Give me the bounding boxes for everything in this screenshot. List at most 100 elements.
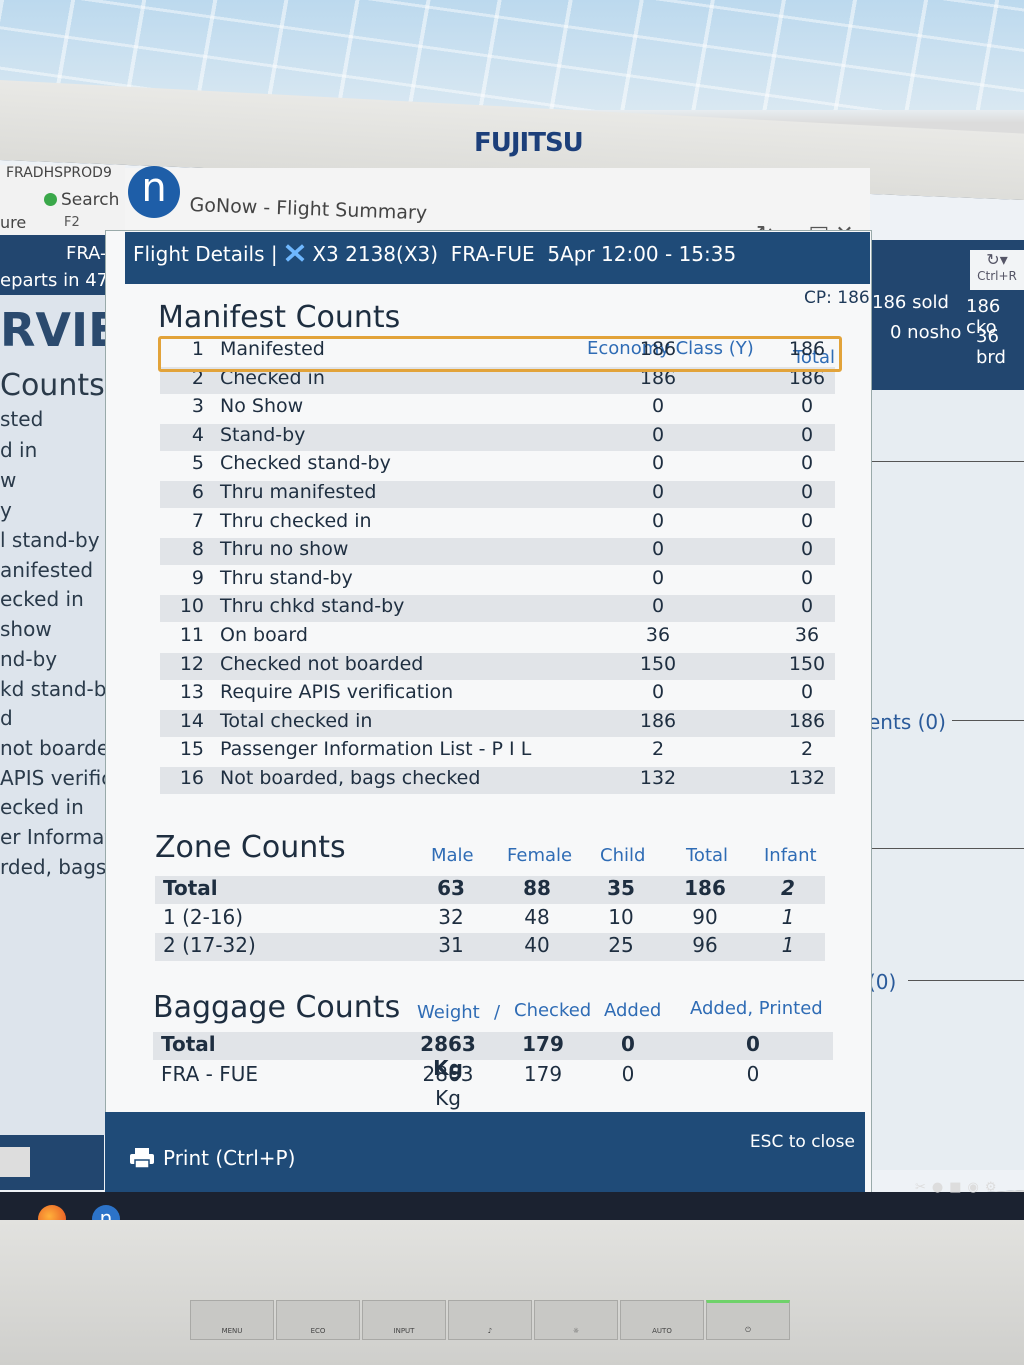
- background-sidebar-list: RVIE Counts sted d in w y l stand-by ani…: [0, 295, 120, 1135]
- row-label: Thru stand-by: [220, 566, 353, 589]
- total-value: 0: [800, 395, 814, 418]
- sidebar-big-title: RVIE: [0, 303, 120, 357]
- printer-icon: [130, 1148, 154, 1169]
- divider: [952, 720, 1024, 721]
- dialog-footer: Print (Ctrl+P) ESC to close: [105, 1112, 865, 1192]
- row-label: Checked stand-by: [220, 452, 391, 475]
- col-economy: Economy Class (Y): [587, 338, 754, 359]
- eco-button[interactable]: ECO: [276, 1300, 360, 1340]
- sidebar-item: not boarde: [0, 736, 110, 760]
- divider: [868, 848, 1024, 849]
- manifest-row: 11 On board 36 36: [160, 624, 835, 651]
- col-male: Male: [431, 845, 474, 866]
- economy-value: 0: [651, 452, 665, 475]
- manifest-row: 2 Checked in 186 186: [160, 366, 835, 394]
- economy-value: 36: [645, 624, 671, 646]
- col-total: Total: [686, 845, 729, 866]
- total-value: 0: [800, 481, 814, 503]
- row-number: 3: [191, 395, 204, 418]
- total-value: 0: [800, 538, 814, 561]
- baggage-row: Total 2863 Kg 179 0 0: [153, 1032, 833, 1080]
- row-label: Checked in: [220, 366, 325, 389]
- economy-value: 0: [651, 395, 665, 418]
- checked-count: 186 cko: [966, 296, 1001, 338]
- divider: [908, 980, 1024, 981]
- sidebar-item: APIS verific: [0, 766, 113, 790]
- flight-number: X3 2138(X3): [312, 242, 439, 266]
- row-label: Thru no show: [220, 538, 349, 561]
- row-number: 15: [179, 738, 204, 761]
- power-button[interactable]: ⏻: [706, 1300, 790, 1340]
- total-value: 186: [788, 709, 826, 732]
- col-total: Total: [793, 347, 836, 368]
- sidebar-item: nd-by: [0, 647, 58, 671]
- col-weight: Weight: [417, 1002, 480, 1023]
- comments-link[interactable]: ents (0): [868, 710, 946, 734]
- boarded-count: 36 brd: [976, 326, 1006, 368]
- total-value: 150: [788, 652, 826, 675]
- departs-text: eparts in 47: [0, 270, 109, 291]
- economy-value: 132: [639, 767, 677, 789]
- economy-value: 0: [651, 481, 665, 503]
- manifest-row: 3 No Show 0 0: [160, 395, 835, 422]
- search-field[interactable]: Search: [44, 190, 119, 210]
- row-number: 7: [191, 509, 204, 532]
- row-number: 4: [191, 423, 204, 446]
- auto-button[interactable]: AUTO: [620, 1300, 704, 1340]
- flight-datetime: 5Apr 12:00 - 15:35: [547, 242, 737, 266]
- zone-title: Zone Counts: [155, 830, 346, 865]
- sidebar-item: ecked in: [0, 795, 84, 819]
- row-number: 16: [179, 767, 204, 789]
- brightness-button[interactable]: ☼: [534, 1300, 618, 1340]
- manifest-row: 16 Not boarded, bags checked 132 132: [160, 767, 835, 794]
- row-number: 8: [191, 538, 204, 561]
- zero-link[interactable]: (0): [868, 970, 897, 994]
- divider: [872, 461, 1024, 462]
- zone-row: Total 63 88 35 186 2: [155, 876, 825, 904]
- baggage-title: Baggage Counts: [153, 990, 401, 1025]
- economy-value: 0: [651, 423, 665, 446]
- total-value: 0: [800, 566, 814, 589]
- shortcut-f2: F2: [64, 215, 80, 230]
- zone-row: 1 (2-16) 32 48 10 90 1: [163, 905, 795, 929]
- sidebar-item: l stand-by: [0, 528, 100, 552]
- flight-route: FRA-FUE: [450, 242, 535, 266]
- row-label: Thru manifested: [220, 481, 377, 503]
- row-number: 11: [179, 624, 204, 646]
- economy-value: 0: [651, 595, 665, 618]
- total-value: 132: [788, 767, 826, 789]
- row-label: Passenger Information List - P I L: [220, 738, 532, 761]
- manifest-row: 15 Passenger Information List - P I L 2 2: [160, 738, 835, 765]
- manifest-row: 5 Checked stand-by 0 0: [160, 452, 835, 479]
- row-number: 14: [179, 709, 204, 732]
- system-tray[interactable]: ✂●■◉⚙: [915, 1180, 1003, 1195]
- manifest-row: 14 Total checked in 186 186: [160, 709, 835, 737]
- total-value: 36: [794, 624, 820, 646]
- sidebar-item: anifested: [0, 558, 94, 582]
- manifest-row: 1 Manifested 186 186: [160, 338, 835, 365]
- refresh-button[interactable]: ↻▾ Ctrl+R: [970, 250, 1024, 290]
- total-value: 2: [800, 738, 814, 761]
- sidebar-item: rded, bags c: [0, 855, 120, 879]
- manifest-row: 7 Thru checked in 0 0: [160, 510, 835, 537]
- row-number: 5: [191, 452, 204, 475]
- monitor-bezel-bottom: [0, 1220, 1024, 1365]
- volume-button[interactable]: ♪: [448, 1300, 532, 1340]
- menu-button[interactable]: MENU: [190, 1300, 274, 1340]
- total-value: 0: [800, 452, 814, 475]
- print-button[interactable]: Print (Ctrl+P): [129, 1146, 295, 1170]
- row-number: 1: [191, 338, 204, 360]
- baggage-row: FRA - FUE 2863 Kg 179 0 0: [161, 1062, 760, 1110]
- app-logo-icon: n: [128, 166, 180, 218]
- col-added-printed: Added, Printed: [690, 998, 823, 1019]
- economy-value: 0: [651, 538, 665, 561]
- zone-row: 2 (17-32) 31 40 25 96 1: [155, 933, 825, 961]
- total-value: 0: [800, 509, 814, 532]
- total-value: 0: [800, 423, 814, 446]
- manifest-row: 10 Thru chkd stand-by 0 0: [160, 595, 835, 623]
- manifest-row: 12 Checked not boarded 150 150: [160, 652, 835, 680]
- input-button[interactable]: INPUT: [362, 1300, 446, 1340]
- economy-value: 150: [639, 652, 677, 675]
- row-label: Total checked in: [220, 709, 373, 732]
- esc-close-hint[interactable]: ESC to close: [749, 1132, 855, 1152]
